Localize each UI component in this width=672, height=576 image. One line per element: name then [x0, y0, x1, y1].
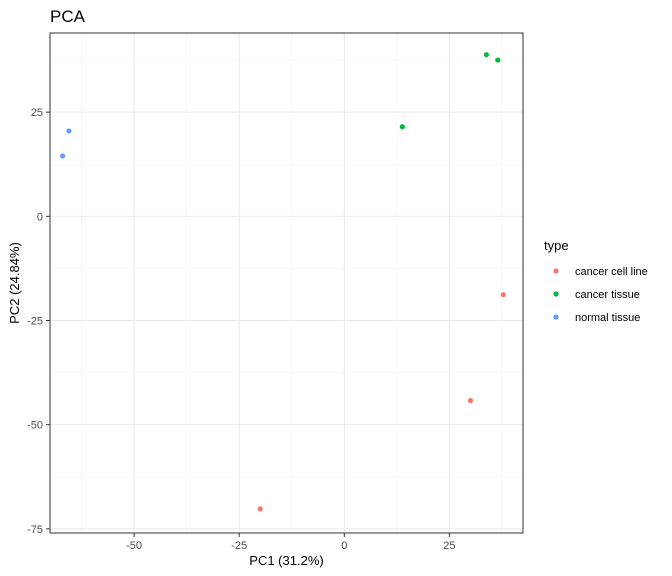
point-normal-tissue: [66, 128, 72, 134]
legend: type cancer cell line cancer tissue normal…: [544, 238, 648, 324]
x-axis-title: PC1 (31.2%): [249, 553, 323, 568]
y-tick-label: 25: [31, 107, 43, 119]
x-tick-label: 25: [443, 540, 455, 552]
x-tick-label: -50: [126, 540, 142, 552]
y-axis-ticks: -75 -50 -25 0 25: [27, 107, 50, 536]
x-tick-label: -25: [231, 540, 247, 552]
point-cancer-tissue: [483, 52, 490, 58]
chart-title: PCA: [50, 7, 86, 26]
legend-key-cancer-tissue: [553, 291, 559, 297]
y-tick-label: 0: [37, 211, 43, 223]
data-points: [60, 52, 506, 512]
legend-label-cancer-cell-line: cancer cell line: [575, 266, 648, 278]
minor-gridlines: [50, 33, 523, 533]
legend-items: cancer cell line cancer tissue normal tiss…: [553, 266, 648, 324]
legend-key-normal-tissue: [553, 314, 559, 320]
point-cancer-cell-line: [500, 292, 506, 298]
x-axis-ticks: -50 -25 0 25: [126, 533, 456, 552]
plot-border: [49, 32, 524, 534]
plot-panel: [50, 33, 523, 533]
x-tick-label: 0: [341, 540, 347, 552]
y-tick-label: -25: [27, 316, 43, 328]
legend-key-cancer-cell-line: [553, 268, 559, 274]
point-cancer-tissue: [495, 57, 501, 63]
point-cancer-cell-line: [467, 397, 474, 404]
point-cancer-tissue: [399, 124, 405, 130]
legend-label-cancer-tissue: cancer tissue: [575, 289, 640, 301]
point-cancer-cell-line: [257, 506, 263, 512]
legend-label-normal-tissue: normal tissue: [575, 312, 640, 324]
major-gridlines: [50, 33, 523, 533]
point-normal-tissue: [60, 153, 66, 159]
y-axis-title: PC2 (24.84%): [7, 242, 22, 324]
y-tick-label: -50: [27, 420, 43, 432]
y-tick-label: -75: [27, 524, 43, 536]
legend-title: type: [544, 238, 569, 253]
